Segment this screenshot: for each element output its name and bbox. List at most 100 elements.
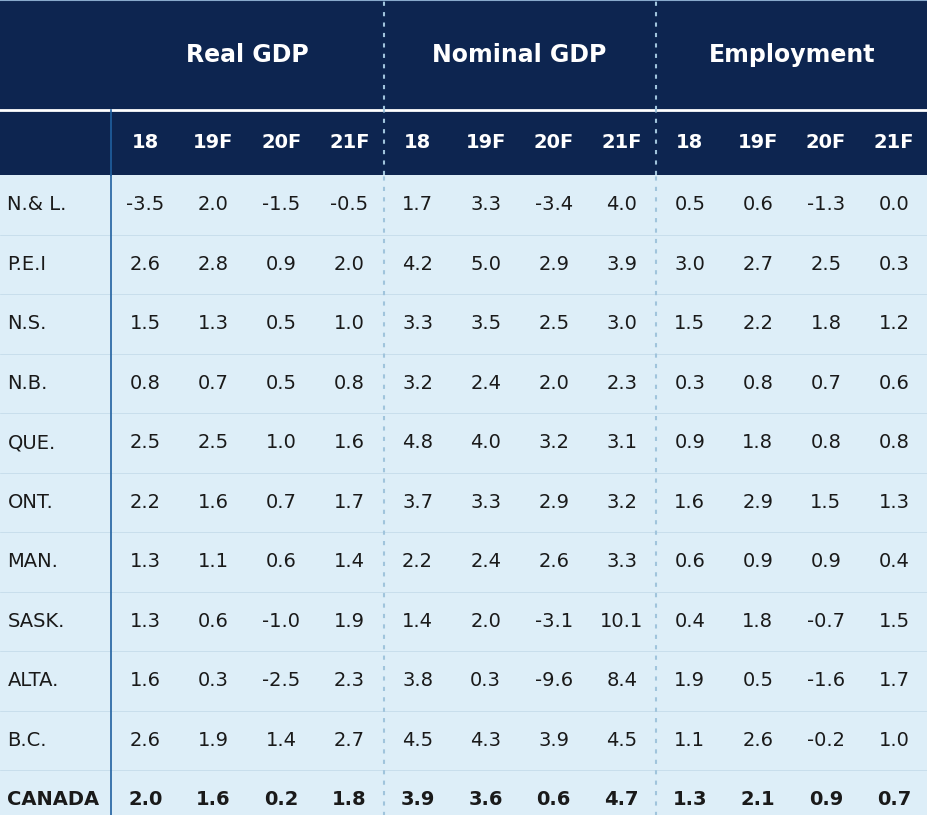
Text: 1.4: 1.4 — [334, 553, 364, 571]
Text: CANADA: CANADA — [7, 791, 99, 809]
Text: 1.9: 1.9 — [334, 612, 364, 631]
Text: 20F: 20F — [805, 133, 845, 152]
Bar — [0, 473, 927, 532]
Text: 5.0: 5.0 — [470, 255, 501, 274]
Text: SASK.: SASK. — [7, 612, 65, 631]
Text: Real GDP: Real GDP — [186, 43, 309, 67]
Text: 21F: 21F — [329, 133, 369, 152]
Bar — [0, 711, 927, 770]
Text: 3.3: 3.3 — [470, 196, 501, 214]
Text: 1.7: 1.7 — [878, 672, 908, 690]
Text: -1.0: -1.0 — [262, 612, 300, 631]
Text: -9.6: -9.6 — [534, 672, 572, 690]
Text: 2.2: 2.2 — [742, 315, 772, 333]
Text: 1.3: 1.3 — [130, 612, 160, 631]
Text: 0.9: 0.9 — [808, 791, 842, 809]
Text: 0.5: 0.5 — [266, 315, 297, 333]
Text: 0.6: 0.6 — [266, 553, 297, 571]
Text: 1.4: 1.4 — [266, 731, 297, 750]
Text: 1.0: 1.0 — [266, 434, 297, 452]
Text: 2.0: 2.0 — [538, 374, 568, 393]
Text: 0.3: 0.3 — [470, 672, 501, 690]
Text: 4.0: 4.0 — [605, 196, 637, 214]
Text: 1.9: 1.9 — [197, 731, 229, 750]
Text: 21F: 21F — [873, 133, 913, 152]
Bar — [0, 0, 927, 110]
Text: N.& L.: N.& L. — [7, 196, 67, 214]
Text: 0.3: 0.3 — [878, 255, 908, 274]
Text: 2.0: 2.0 — [197, 196, 229, 214]
Text: 3.8: 3.8 — [401, 672, 433, 690]
Text: 0.4: 0.4 — [674, 612, 705, 631]
Text: 3.6: 3.6 — [468, 791, 502, 809]
Text: -0.2: -0.2 — [806, 731, 844, 750]
Text: -3.5: -3.5 — [126, 196, 164, 214]
Text: 1.6: 1.6 — [196, 791, 231, 809]
Text: 3.9: 3.9 — [605, 255, 637, 274]
Text: 3.3: 3.3 — [470, 493, 501, 512]
Bar — [0, 592, 927, 651]
Text: 0.7: 0.7 — [197, 374, 229, 393]
Text: 2.5: 2.5 — [197, 434, 229, 452]
Text: 0.6: 0.6 — [878, 374, 908, 393]
Text: 20F: 20F — [261, 133, 301, 152]
Text: 4.0: 4.0 — [470, 434, 501, 452]
Text: 1.5: 1.5 — [130, 315, 160, 333]
Text: -0.5: -0.5 — [330, 196, 368, 214]
Text: 3.9: 3.9 — [400, 791, 435, 809]
Text: 2.3: 2.3 — [605, 374, 637, 393]
Text: 2.2: 2.2 — [130, 493, 160, 512]
Bar — [0, 770, 927, 815]
Text: 1.6: 1.6 — [197, 493, 229, 512]
Bar — [0, 110, 927, 175]
Text: 4.7: 4.7 — [603, 791, 639, 809]
Text: 1.6: 1.6 — [130, 672, 160, 690]
Text: 3.5: 3.5 — [470, 315, 501, 333]
Text: 2.5: 2.5 — [130, 434, 160, 452]
Text: ALTA.: ALTA. — [7, 672, 58, 690]
Bar — [0, 175, 927, 235]
Text: ONT.: ONT. — [7, 493, 53, 512]
Text: 0.8: 0.8 — [809, 434, 841, 452]
Text: 0.5: 0.5 — [742, 672, 772, 690]
Text: 0.7: 0.7 — [266, 493, 297, 512]
Text: -1.6: -1.6 — [806, 672, 844, 690]
Text: N.B.: N.B. — [7, 374, 48, 393]
Text: 3.9: 3.9 — [538, 731, 568, 750]
Text: 3.0: 3.0 — [605, 315, 637, 333]
Text: 3.1: 3.1 — [605, 434, 637, 452]
Text: 1.0: 1.0 — [878, 731, 908, 750]
Text: 2.5: 2.5 — [538, 315, 568, 333]
Text: 1.4: 1.4 — [401, 612, 433, 631]
Text: -1.5: -1.5 — [262, 196, 300, 214]
Text: 0.8: 0.8 — [130, 374, 160, 393]
Text: 0.5: 0.5 — [266, 374, 297, 393]
Text: P.E.I: P.E.I — [7, 255, 46, 274]
Text: 1.8: 1.8 — [332, 791, 366, 809]
Text: 1.8: 1.8 — [809, 315, 841, 333]
Text: 2.2: 2.2 — [401, 553, 433, 571]
Text: 19F: 19F — [737, 133, 777, 152]
Text: Nominal GDP: Nominal GDP — [432, 43, 606, 67]
Text: -2.5: -2.5 — [262, 672, 300, 690]
Text: 3.2: 3.2 — [538, 434, 568, 452]
Text: 0.8: 0.8 — [742, 374, 772, 393]
Text: -3.4: -3.4 — [534, 196, 572, 214]
Text: 2.8: 2.8 — [197, 255, 229, 274]
Bar — [0, 413, 927, 473]
Text: 8.4: 8.4 — [605, 672, 637, 690]
Text: 18: 18 — [403, 133, 431, 152]
Text: 2.6: 2.6 — [742, 731, 772, 750]
Text: 2.6: 2.6 — [130, 731, 160, 750]
Text: 1.6: 1.6 — [674, 493, 705, 512]
Text: 19F: 19F — [465, 133, 505, 152]
Bar — [0, 651, 927, 711]
Text: 0.7: 0.7 — [876, 791, 910, 809]
Text: 1.8: 1.8 — [742, 612, 772, 631]
Text: 0.9: 0.9 — [742, 553, 772, 571]
Text: 3.2: 3.2 — [401, 374, 433, 393]
Text: N.S.: N.S. — [7, 315, 46, 333]
Text: 1.3: 1.3 — [672, 791, 706, 809]
Text: 2.6: 2.6 — [538, 553, 568, 571]
Text: 1.3: 1.3 — [130, 553, 160, 571]
